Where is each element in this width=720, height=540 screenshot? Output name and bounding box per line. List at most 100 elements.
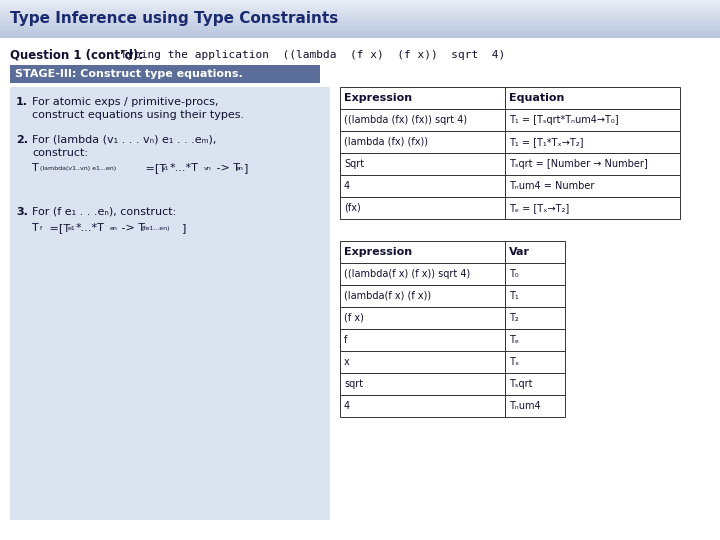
Text: T: T xyxy=(32,223,39,233)
Bar xyxy=(0,5,720,6)
Text: T₁ = [T₁*Tₓ→T₂]: T₁ = [T₁*Tₓ→T₂] xyxy=(509,137,583,147)
Bar xyxy=(340,197,505,219)
Text: STAGE-III: Construct type equations.: STAGE-III: Construct type equations. xyxy=(15,69,243,79)
Text: 2.: 2. xyxy=(16,135,28,145)
Text: v1: v1 xyxy=(162,166,170,171)
Text: =[T: =[T xyxy=(142,163,166,173)
Text: Var: Var xyxy=(509,247,530,257)
Text: T: T xyxy=(32,163,39,173)
Bar xyxy=(340,307,505,329)
Bar xyxy=(340,175,505,197)
Text: For (lambda (v₁ . . . vₙ) e₁ . . .eₘ),: For (lambda (v₁ . . . vₙ) e₁ . . .eₘ), xyxy=(32,135,217,145)
Bar xyxy=(0,13,720,14)
Bar xyxy=(0,27,720,28)
Text: ((lambda (fx) (fx)) sqrt 4): ((lambda (fx) (fx)) sqrt 4) xyxy=(344,115,467,125)
Text: T₁ = [Tₛqrt*Tₙum4→T₀]: T₁ = [Tₛqrt*Tₙum4→T₀] xyxy=(509,115,618,125)
Text: -> T: -> T xyxy=(213,163,240,173)
Bar xyxy=(0,29,720,30)
Text: 3.: 3. xyxy=(16,207,28,217)
Bar xyxy=(0,4,720,5)
Bar xyxy=(0,9,720,10)
Text: -> T: -> T xyxy=(118,223,145,233)
Text: Tₑ: Tₑ xyxy=(509,335,519,345)
Text: sqrt: sqrt xyxy=(344,379,363,389)
Bar xyxy=(0,35,720,36)
Text: Expression: Expression xyxy=(344,93,412,103)
Text: (fx): (fx) xyxy=(344,203,361,213)
Text: en: en xyxy=(236,166,244,171)
Text: T₀: T₀ xyxy=(509,269,518,279)
Bar xyxy=(505,131,680,153)
Bar xyxy=(0,26,720,27)
Bar xyxy=(0,24,720,25)
Bar xyxy=(0,36,720,37)
Bar xyxy=(505,395,565,417)
Text: ]: ] xyxy=(182,223,186,233)
Text: Typing the application  ((lambda  (f x)  (f x))  sqrt  4): Typing the application ((lambda (f x) (f… xyxy=(107,50,505,60)
Text: (lambda(v1..vn) e1...en): (lambda(v1..vn) e1...en) xyxy=(40,166,116,171)
Bar xyxy=(0,0,720,1)
Bar xyxy=(0,16,720,17)
Text: ((lambda(f x) (f x)) sqrt 4): ((lambda(f x) (f x)) sqrt 4) xyxy=(344,269,470,279)
Text: Tₛqrt = [Number → Number]: Tₛqrt = [Number → Number] xyxy=(509,159,648,169)
Bar xyxy=(0,28,720,29)
Text: (f x): (f x) xyxy=(344,313,364,323)
Text: 1.: 1. xyxy=(16,97,28,107)
Text: T₂: T₂ xyxy=(509,313,518,323)
Bar xyxy=(0,32,720,33)
Text: *...*T: *...*T xyxy=(76,223,105,233)
Bar xyxy=(340,351,505,373)
Bar xyxy=(0,21,720,22)
Text: For atomic exps / primitive-procs,: For atomic exps / primitive-procs, xyxy=(32,97,218,107)
Text: 4: 4 xyxy=(344,181,350,191)
Bar xyxy=(505,87,680,109)
Text: Tₙum4 = Number: Tₙum4 = Number xyxy=(509,181,595,191)
Text: Type Inference using Type Constraints: Type Inference using Type Constraints xyxy=(10,11,338,26)
Bar xyxy=(505,153,680,175)
Bar xyxy=(10,87,330,520)
Bar xyxy=(340,263,505,285)
Bar xyxy=(0,20,720,21)
Bar xyxy=(340,131,505,153)
Bar xyxy=(0,25,720,26)
Text: For (f e₁ . . .eₙ), construct:: For (f e₁ . . .eₙ), construct: xyxy=(32,207,176,217)
Text: T₁: T₁ xyxy=(509,291,518,301)
Text: (fe1...en): (fe1...en) xyxy=(141,226,169,231)
Bar xyxy=(505,241,565,263)
Text: Tₑ = [Tₓ→T₂]: Tₑ = [Tₓ→T₂] xyxy=(509,203,570,213)
Bar xyxy=(10,65,320,83)
Text: x: x xyxy=(344,357,350,367)
Bar xyxy=(0,17,720,18)
Bar xyxy=(0,22,720,23)
Bar xyxy=(340,395,505,417)
Bar xyxy=(505,109,680,131)
Text: Sqrt: Sqrt xyxy=(344,159,364,169)
Text: f: f xyxy=(344,335,347,345)
Text: vn: vn xyxy=(204,166,212,171)
Bar xyxy=(340,241,505,263)
Bar xyxy=(340,285,505,307)
Text: Expression: Expression xyxy=(344,247,412,257)
Text: *...*T: *...*T xyxy=(170,163,199,173)
Bar xyxy=(0,37,720,38)
Text: Equation: Equation xyxy=(509,93,564,103)
Bar xyxy=(505,285,565,307)
Text: construct:: construct: xyxy=(32,148,88,158)
Text: Tₙum4: Tₙum4 xyxy=(509,401,541,411)
Bar xyxy=(0,31,720,32)
Text: Tₛqrt: Tₛqrt xyxy=(509,379,533,389)
Bar xyxy=(0,12,720,13)
Text: 4: 4 xyxy=(344,401,350,411)
Bar xyxy=(505,307,565,329)
Bar xyxy=(0,34,720,35)
Bar xyxy=(0,33,720,34)
Text: f: f xyxy=(40,226,42,231)
Bar xyxy=(0,6,720,7)
Bar xyxy=(505,373,565,395)
Bar xyxy=(505,197,680,219)
Bar xyxy=(0,15,720,16)
Bar xyxy=(0,10,720,11)
Bar xyxy=(340,109,505,131)
Bar xyxy=(0,3,720,4)
Bar xyxy=(0,23,720,24)
